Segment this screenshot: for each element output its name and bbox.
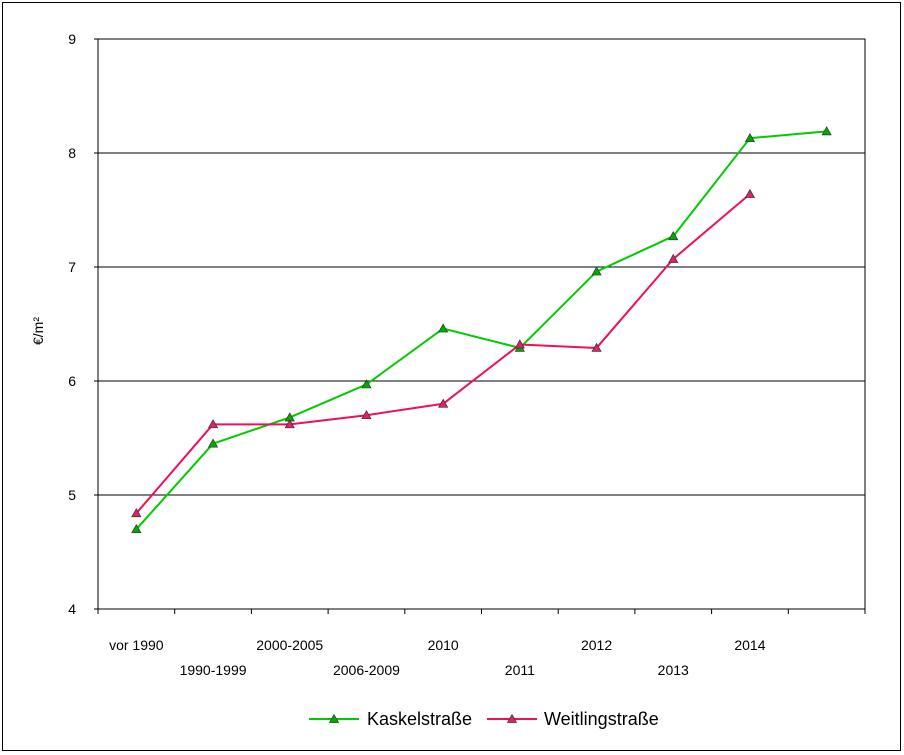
y-axis: 4 5 6 7 8 9 xyxy=(68,31,98,617)
x-tick-label: 2010 xyxy=(428,637,459,653)
data-point-kaskelstrasse xyxy=(207,438,219,448)
y-tick-label: 6 xyxy=(68,373,76,389)
data-point-weitlingstrasse xyxy=(284,419,295,429)
legend-item-kaskelstrasse: Kaskelstraße xyxy=(309,709,472,729)
x-tick-label: 1990-1999 xyxy=(180,662,247,678)
data-point-weitlingstrasse xyxy=(591,342,602,352)
x-tick-label: vor 1990 xyxy=(109,637,164,653)
data-point-kaskelstrasse xyxy=(438,323,449,333)
y-tick-label: 9 xyxy=(68,31,76,47)
y-tick-label: 7 xyxy=(68,259,76,275)
line-chart: 4 5 6 7 8 9 vor 1990 1990-1999 2000-2005 2006-20… xyxy=(30,31,866,729)
data-point-kaskelstrasse xyxy=(668,231,679,241)
series-line-kaskelstrasse xyxy=(135,130,827,530)
x-tick-label: 2000-2005 xyxy=(256,637,323,653)
x-tick-label: 2006-2009 xyxy=(333,662,400,678)
x-tick-label: 2012 xyxy=(581,637,612,653)
legend-marker-kaskelstrasse xyxy=(328,713,340,723)
data-point-weitlingstrasse xyxy=(438,398,449,408)
data-point-weitlingstrasse xyxy=(514,339,525,349)
data-point-kaskelstrasse xyxy=(744,132,756,143)
data-point-kaskelstrasse xyxy=(821,126,832,136)
data-point-kaskelstrasse xyxy=(131,523,142,534)
data-point-weitlingstrasse xyxy=(668,253,679,263)
data-point-weitlingstrasse xyxy=(744,188,756,198)
y-tick-label: 5 xyxy=(68,487,76,503)
x-tick-label: 2014 xyxy=(734,637,765,653)
data-point-kaskelstrasse xyxy=(591,266,602,276)
x-tick-label: 2013 xyxy=(658,662,689,678)
data-point-weitlingstrasse xyxy=(361,409,372,420)
x-axis: vor 1990 1990-1999 2000-2005 2006-2009 2010 2… xyxy=(97,609,866,678)
y-tick-label: 4 xyxy=(68,601,76,617)
series-line-weitlingstrasse xyxy=(135,193,751,514)
x-tick-label: 2011 xyxy=(505,662,535,678)
legend-item-weitlingstrasse: Weitlingstraße xyxy=(487,709,659,729)
series-lines xyxy=(135,130,827,530)
y-axis-label: €/m² xyxy=(30,317,46,345)
y-tick-label: 8 xyxy=(68,145,76,161)
legend: Kaskelstraße Weitlingstraße xyxy=(309,709,659,729)
legend-marker-weitlingstrasse xyxy=(506,713,518,723)
data-point-weitlingstrasse xyxy=(207,419,219,429)
plot-area xyxy=(97,38,866,610)
series-markers xyxy=(131,126,832,534)
data-point-weitlingstrasse xyxy=(131,508,142,518)
legend-label-weitlingstrasse: Weitlingstraße xyxy=(544,709,659,729)
data-point-kaskelstrasse xyxy=(361,379,372,389)
legend-label-kaskelstrasse: Kaskelstraße xyxy=(367,709,472,729)
